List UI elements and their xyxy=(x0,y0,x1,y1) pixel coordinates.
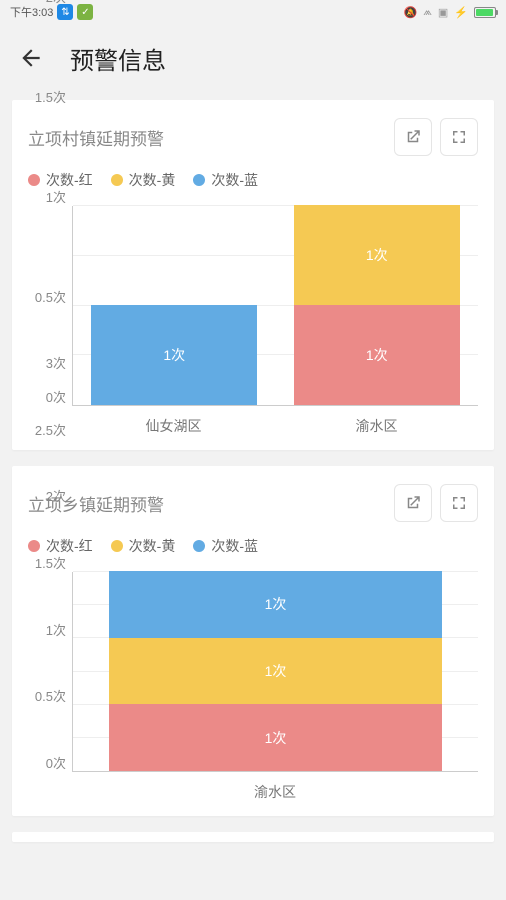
bar-group: 1次 xyxy=(73,206,276,405)
back-icon[interactable] xyxy=(18,45,44,71)
dot-yellow-icon xyxy=(111,540,123,552)
bell-icon: 🔕 xyxy=(404,6,418,19)
status-time: 下午3:03 xyxy=(10,4,53,20)
bar-segment-red: 1次 xyxy=(109,704,441,771)
dot-red-icon xyxy=(28,174,40,186)
x-label: 渝水区 xyxy=(72,782,478,802)
x-axis-1: 仙女湖区渝水区 xyxy=(72,416,478,436)
dot-red-icon xyxy=(28,540,40,552)
fullscreen-button[interactable] xyxy=(440,484,478,522)
card-title: 立项村镇延期预警 xyxy=(28,125,164,150)
dot-blue-icon xyxy=(193,540,205,552)
chart-card-2: 立项乡镇延期预警 次数-红 次数-黄 次数-蓝 0次0.5次1次1.5次2次2.… xyxy=(12,466,494,816)
status-bar: 下午3:03 ⇅ ✓ 🔕 ⩕ ▣ ⚡ xyxy=(0,0,506,24)
fullscreen-button[interactable] xyxy=(440,118,478,156)
chart-1: 0次0.5次1次1.5次2次1次1次1次 xyxy=(28,206,478,406)
expand-icon xyxy=(450,128,468,146)
chart-2: 0次0.5次1次1.5次2次2.5次3次1次1次1次 xyxy=(28,572,478,772)
signal-icon: ▣ xyxy=(438,6,448,19)
bar-group: 1次1次1次 xyxy=(73,572,478,771)
legend-blue: 次数-蓝 xyxy=(193,536,258,556)
chart-card-1: 立项村镇延期预警 次数-红 次数-黄 次数-蓝 0次0.5次1次1.5次2次1次… xyxy=(12,100,494,450)
bar-segment-yellow: 1次 xyxy=(109,638,441,705)
bar-group: 1次1次 xyxy=(276,206,479,405)
expand-icon xyxy=(450,494,468,512)
external-link-icon xyxy=(404,128,422,146)
x-axis-2: 渝水区 xyxy=(72,782,478,802)
legend-red: 次数-红 xyxy=(28,170,93,190)
legend-yellow: 次数-黄 xyxy=(111,170,176,190)
page-title: 预警信息 xyxy=(70,41,166,76)
legend: 次数-红 次数-黄 次数-蓝 xyxy=(28,536,478,556)
external-link-icon xyxy=(404,494,422,512)
battery-icon xyxy=(474,7,496,18)
wifi-icon: ⩕ xyxy=(423,6,432,19)
legend: 次数-红 次数-黄 次数-蓝 xyxy=(28,170,478,190)
bar-segment-red: 1次 xyxy=(294,305,460,405)
usb-icon: ⇅ xyxy=(57,4,73,20)
dot-yellow-icon xyxy=(111,174,123,186)
content: 立项村镇延期预警 次数-红 次数-黄 次数-蓝 0次0.5次1次1.5次2次1次… xyxy=(0,92,506,842)
x-label: 渝水区 xyxy=(275,416,478,436)
legend-red: 次数-红 xyxy=(28,536,93,556)
chart-card-3 xyxy=(12,832,494,842)
app-header: 预警信息 xyxy=(0,24,506,92)
x-label: 仙女湖区 xyxy=(72,416,275,436)
shield-icon: ✓ xyxy=(77,4,93,20)
legend-blue: 次数-蓝 xyxy=(193,170,258,190)
bar-segment-blue: 1次 xyxy=(91,305,257,405)
legend-yellow: 次数-黄 xyxy=(111,536,176,556)
share-button[interactable] xyxy=(394,484,432,522)
charge-icon: ⚡ xyxy=(454,6,468,19)
dot-blue-icon xyxy=(193,174,205,186)
share-button[interactable] xyxy=(394,118,432,156)
bar-segment-yellow: 1次 xyxy=(294,205,460,305)
bar-segment-blue: 1次 xyxy=(109,571,441,638)
